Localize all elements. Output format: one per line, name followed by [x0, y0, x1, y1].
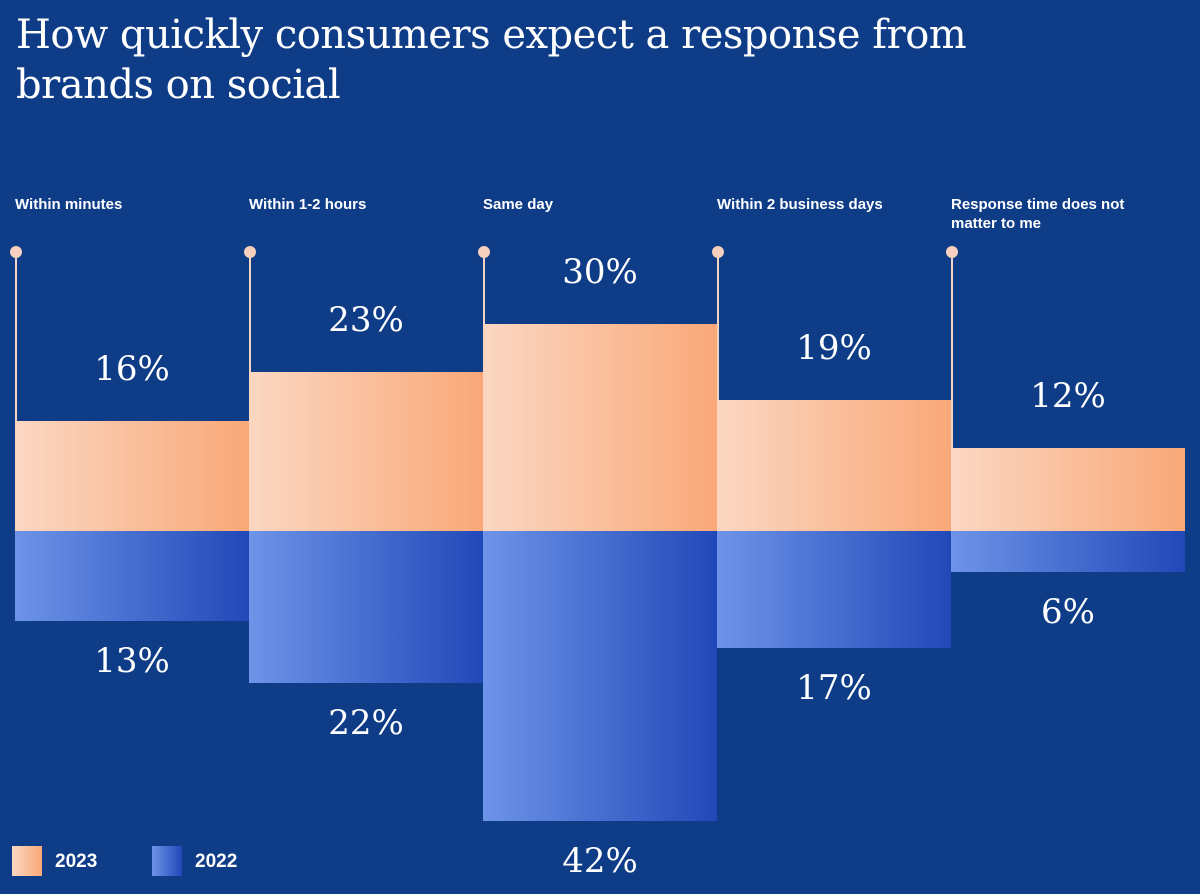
bar-2022 — [15, 531, 249, 621]
pin-line — [249, 252, 251, 373]
category-label: Within 1-2 hours — [249, 196, 367, 213]
bar-2023 — [951, 448, 1185, 531]
value-label-2023: 23% — [328, 300, 404, 341]
value-label-2023: 12% — [1030, 376, 1106, 417]
category-label: Response time does not matter to me — [951, 196, 1125, 232]
value-label-2022: 17% — [796, 668, 872, 709]
bar-2022 — [249, 531, 483, 683]
value-label-2022: 22% — [328, 702, 404, 743]
pin-line — [951, 252, 953, 449]
bar-2022 — [483, 531, 717, 821]
value-label-2023: 19% — [796, 327, 872, 368]
value-label-2022: 6% — [1041, 592, 1095, 633]
category-label: Within 2 business days — [717, 196, 883, 213]
category-label: Same day — [483, 196, 554, 213]
category-label: Within minutes — [15, 196, 123, 213]
bar-2023 — [15, 420, 249, 531]
bar-2023 — [483, 324, 717, 531]
chart-title: How quickly consumers expect a response … — [16, 12, 967, 108]
bar-2022 — [951, 531, 1185, 573]
legend-label-2023: 2023 — [55, 851, 98, 872]
bar-2022 — [717, 531, 951, 649]
legend-swatch-2023 — [12, 846, 42, 876]
value-label-2022: 42% — [562, 840, 638, 881]
legend-swatch-2022 — [152, 846, 182, 876]
value-label-2023: 30% — [562, 252, 638, 292]
pin-line — [483, 252, 485, 324]
bar-2023 — [249, 372, 483, 531]
value-label-2022: 13% — [94, 640, 170, 681]
value-label-2023: 16% — [94, 348, 170, 389]
legend-label-2022: 2022 — [195, 851, 238, 872]
bar-2023 — [717, 399, 951, 531]
pin-line — [15, 252, 17, 421]
pin-line — [717, 252, 719, 400]
